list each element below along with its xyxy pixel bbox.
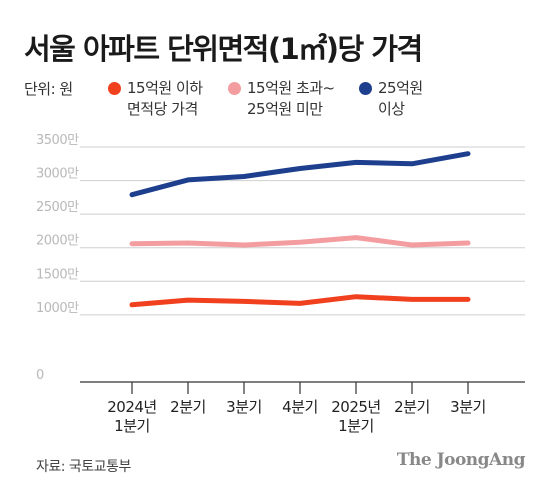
legend-item-15-to-25: 15억원 초과~ 25억원 미만	[228, 78, 335, 120]
brand-logo: The JoongAng	[396, 450, 526, 470]
y-tick-label: 3000만	[36, 167, 79, 182]
series-line-0	[129, 294, 471, 308]
x-tick-label: 1분기	[338, 417, 374, 435]
legend-dot-blue	[359, 82, 372, 95]
x-tick-label: 2분기	[170, 398, 206, 416]
y-tick-label: 1500만	[36, 267, 79, 282]
legend-label-line1: 15억원 초과~	[247, 79, 335, 97]
source-note: 자료: 국토교통부	[36, 459, 131, 475]
legend-label-line1: 15억원 이하	[127, 79, 203, 97]
legend-item-under-15: 15억원 이하 면적당 가격	[108, 78, 203, 120]
legend-item-over-25: 25억원 이상	[359, 78, 423, 120]
legend-label-line2: 면적당 가격	[127, 100, 198, 118]
chart-title: 서울 아파트 단위면적(1㎡)당 가격	[24, 32, 423, 66]
y-tick-label: 0	[36, 368, 44, 383]
y-tick-label: 2500만	[36, 200, 79, 215]
legend-dot-pink	[228, 82, 241, 95]
legend-label-line2: 25억원 미만	[247, 100, 323, 118]
legend: 단위: 원 15억원 이하 면적당 가격 15억원 초과~ 25억원 미만 25…	[24, 78, 549, 128]
legend-dot-red	[108, 82, 121, 95]
x-tick-label: 2025년	[331, 398, 380, 416]
x-tick-label: 1분기	[114, 417, 150, 435]
x-tick-label: 2024년	[107, 398, 156, 416]
series-line-1	[129, 235, 471, 248]
x-tick-label: 4분기	[282, 398, 318, 416]
series-line-2	[129, 151, 471, 198]
y-tick-label: 2000만	[36, 234, 79, 249]
x-tick-label: 3분기	[450, 398, 486, 416]
x-tick-label: 3분기	[226, 398, 262, 416]
x-tick-label: 2분기	[394, 398, 430, 416]
legend-label-line2: 이상	[378, 100, 405, 118]
y-tick-label: 3500만	[36, 133, 79, 148]
unit-label: 단위: 원	[24, 80, 73, 98]
legend-label-line1: 25억원	[378, 79, 423, 97]
y-tick-label: 1000만	[36, 301, 79, 316]
